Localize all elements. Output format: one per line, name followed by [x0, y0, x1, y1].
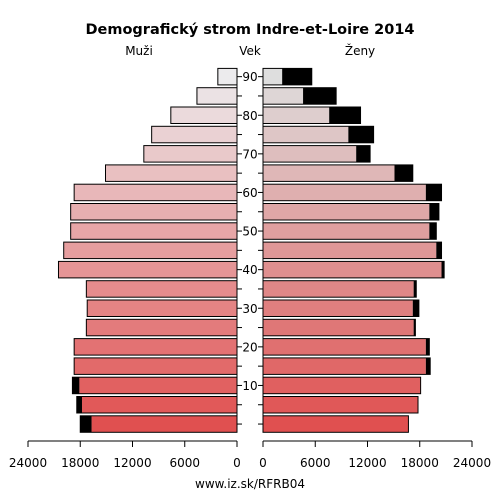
female-bar	[263, 280, 414, 298]
male-header: Muži	[125, 44, 153, 58]
female-bar	[263, 184, 426, 201]
male-bar	[74, 338, 237, 356]
male-bar	[217, 68, 237, 85]
female-x-tick-label: 0	[259, 456, 267, 470]
female-x-tick-label: 24000	[453, 456, 491, 470]
age-tick-label: 50	[242, 225, 257, 239]
male-bar	[196, 87, 237, 105]
female-surplus-bar	[429, 222, 437, 240]
female-bar	[263, 107, 330, 124]
age-tick-label: 70	[242, 147, 257, 161]
male-x-tick-label: 6000	[169, 456, 200, 470]
male-x-tick-label: 12000	[113, 456, 151, 470]
male-bar	[74, 357, 237, 375]
female-surplus-bar	[348, 126, 374, 143]
female-bar	[263, 319, 414, 336]
female-surplus-bar	[429, 203, 439, 220]
female-surplus-bar	[436, 242, 442, 259]
age-tick-label: 20	[242, 340, 257, 354]
female-bar	[263, 222, 430, 240]
female-surplus-bar	[413, 280, 417, 298]
female-bar	[263, 338, 426, 356]
female-bar	[263, 126, 349, 143]
female-surplus-bar	[425, 357, 431, 375]
age-header: Vek	[239, 44, 261, 58]
male-surplus-bar	[80, 415, 92, 433]
male-surplus-bar	[76, 396, 82, 413]
male-bar	[151, 126, 237, 143]
male-bar	[58, 261, 237, 278]
female-bar	[263, 242, 437, 259]
male-bar	[143, 145, 237, 163]
female-surplus-bar	[413, 319, 416, 336]
female-bar	[263, 357, 426, 375]
male-bar	[86, 319, 238, 336]
male-surplus-bar	[72, 377, 80, 394]
female-surplus-bar	[441, 261, 445, 278]
female-surplus-bar	[394, 164, 413, 182]
female-bar	[263, 145, 357, 163]
male-bar	[70, 222, 237, 240]
male-bar	[70, 203, 237, 220]
female-bar	[263, 87, 304, 105]
female-bar	[263, 300, 413, 317]
age-tick-label: 40	[242, 263, 257, 277]
female-surplus-bar	[425, 184, 442, 201]
male-bar	[105, 164, 237, 182]
male-x-tick-label: 18000	[61, 456, 99, 470]
female-surplus-bar	[412, 300, 419, 317]
male-bar	[63, 242, 238, 259]
age-tick-label: 30	[242, 302, 257, 316]
male-x-tick-label: 0	[233, 456, 241, 470]
female-bar	[263, 396, 419, 413]
female-surplus-bar	[282, 68, 312, 85]
female-header: Ženy	[345, 43, 375, 58]
female-bar	[263, 203, 430, 220]
chart-title: Demografický strom Indre-et-Loire 2014	[85, 22, 414, 38]
female-surplus-bar	[303, 87, 337, 105]
female-surplus-bar	[425, 338, 430, 356]
male-bar	[81, 396, 237, 413]
male-bar	[170, 107, 237, 124]
male-bar	[91, 415, 237, 433]
male-bar	[86, 280, 238, 298]
male-bar	[87, 300, 237, 317]
female-surplus-bar	[329, 107, 361, 124]
age-tick-label: 10	[242, 379, 257, 393]
female-bar	[263, 68, 283, 85]
female-bars	[262, 67, 445, 433]
female-bar	[263, 261, 442, 278]
male-bars	[57, 67, 238, 433]
female-surplus-bar	[356, 145, 371, 163]
female-x-tick-label: 6000	[300, 456, 331, 470]
value-axes: 24000 18000 12000 6000 0 0 6000 12000 18000 24000	[9, 440, 491, 470]
male-bar	[74, 184, 237, 201]
male-x-tick-label: 24000	[9, 456, 47, 470]
female-bar	[263, 377, 421, 394]
age-tick-label: 90	[242, 70, 257, 84]
female-bar	[263, 164, 395, 182]
female-x-tick-label: 12000	[348, 456, 386, 470]
male-bar	[79, 377, 237, 394]
age-tick-label: 80	[242, 109, 257, 123]
age-tick-label: 60	[242, 186, 257, 200]
age-axis: 10 20 30 40 50 60 70 80 90	[236, 70, 264, 425]
source-footer: www.iz.sk/RFRB04	[195, 477, 305, 491]
female-bar	[263, 415, 409, 433]
female-x-tick-label: 18000	[401, 456, 439, 470]
